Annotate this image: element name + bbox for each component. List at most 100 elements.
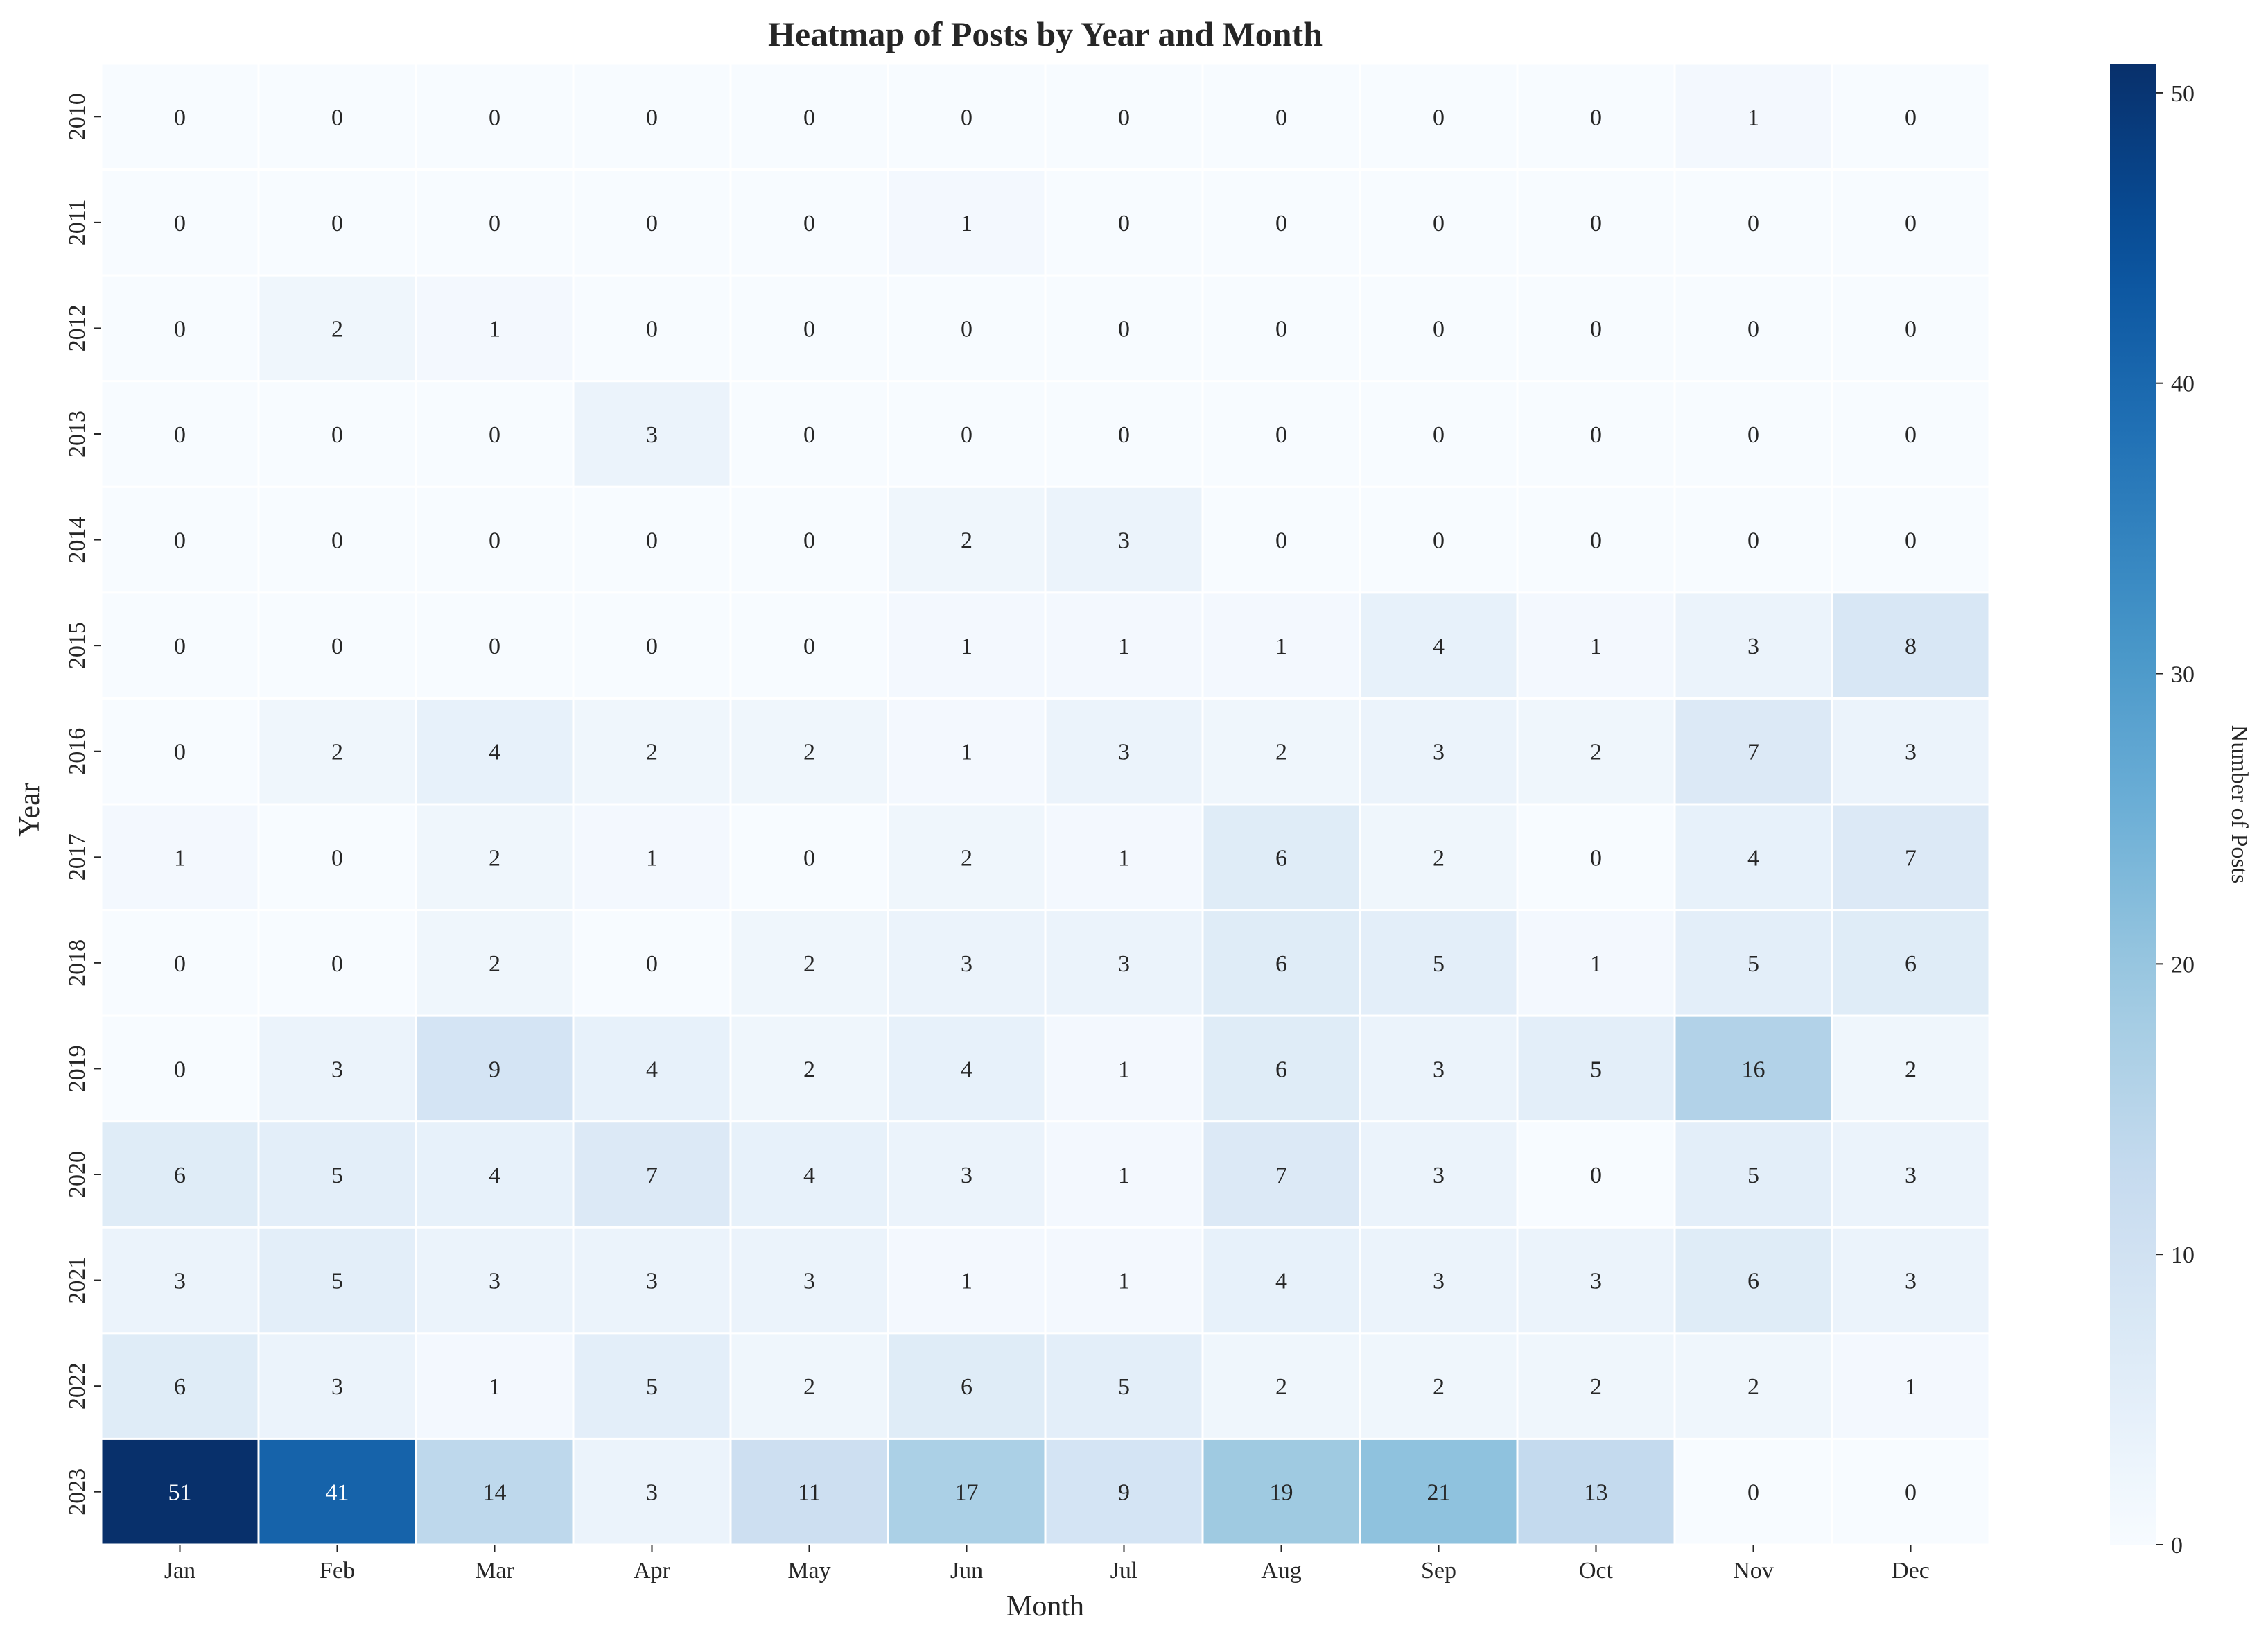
heatmap-cell <box>1201 591 1361 700</box>
heatmap-cell <box>415 380 575 488</box>
heatmap-cell <box>1044 485 1204 594</box>
cell-value-label: 3 <box>174 1269 186 1294</box>
heatmap-cell <box>100 380 260 488</box>
heatmap-cell <box>100 591 260 700</box>
cell-value-label: 2 <box>646 740 658 765</box>
heatmap-cell <box>1044 1437 1204 1546</box>
cell-value-label: 0 <box>1905 1480 1917 1506</box>
cell-value-label: 0 <box>646 105 658 130</box>
heatmap-cell <box>572 697 732 806</box>
heatmap-cell <box>100 485 260 594</box>
cell-value-label: 4 <box>646 1057 658 1082</box>
heatmap-cell <box>1673 168 1833 277</box>
cell-value-label: 3 <box>1433 740 1445 765</box>
heatmap-cell <box>1044 591 1204 700</box>
heatmap-cell <box>1359 1120 1519 1229</box>
cell-value-label: 0 <box>803 634 815 659</box>
cell-value-label: 1 <box>1275 634 1287 659</box>
cell-value-label: 0 <box>331 528 343 554</box>
cell-value-label: 3 <box>803 1269 815 1294</box>
heatmap-cell <box>100 803 260 912</box>
cell-value-label: 2 <box>1747 1374 1759 1400</box>
heatmap-cell <box>100 909 260 1017</box>
cell-value-label: 4 <box>489 740 500 765</box>
cell-value-label: 1 <box>1118 845 1130 871</box>
cell-value-label: 2 <box>803 1057 815 1082</box>
heatmap-cell <box>1201 1120 1361 1229</box>
heatmap-cell <box>887 485 1047 594</box>
heatmap-cell <box>257 1226 417 1335</box>
heatmap-cell <box>257 485 417 594</box>
heatmap-cell <box>1201 168 1361 277</box>
x-tick-label: May <box>787 1558 830 1584</box>
cell-value-label: 4 <box>961 1057 972 1082</box>
cell-value-label: 7 <box>1905 845 1917 871</box>
cell-value-label: 0 <box>961 422 972 448</box>
cell-value-label: 2 <box>331 316 343 342</box>
heatmap-cell <box>1359 591 1519 700</box>
cell-value-label: 6 <box>1275 1057 1287 1082</box>
y-tick-label: 2016 <box>64 728 90 775</box>
cell-value-label: 2 <box>961 528 972 554</box>
cell-value-label: 1 <box>1118 1163 1130 1188</box>
cell-value-label: 51 <box>168 1480 192 1506</box>
cell-value-label: 0 <box>646 316 658 342</box>
x-axis-ticks: Jan Feb Mar Apr May Jun Jul Aug Sep Oct Nov Dec <box>164 1545 1930 1584</box>
heatmap-cell <box>1831 909 1991 1017</box>
y-tick-label: 2020 <box>64 1151 90 1198</box>
cell-value-label: 0 <box>174 740 186 765</box>
heatmap-cell <box>1831 62 1991 171</box>
cell-value-label: 3 <box>961 951 972 977</box>
cell-value-label: 1 <box>961 1269 972 1294</box>
heatmap-cell <box>1673 697 1833 806</box>
heatmap-cell <box>1201 485 1361 594</box>
heatmap-cell <box>257 909 417 1017</box>
cell-value-label: 6 <box>961 1374 972 1400</box>
cell-value-label: 0 <box>174 316 186 342</box>
cell-value-label: 0 <box>1118 105 1130 130</box>
heatmap-cell <box>887 1120 1047 1229</box>
cell-value-label: 3 <box>1433 1163 1445 1188</box>
cell-value-label: 0 <box>1905 528 1917 554</box>
heatmap-cell <box>415 62 575 171</box>
cell-value-label: 8 <box>1905 634 1917 659</box>
heatmap-cell <box>415 1226 575 1335</box>
cell-value-label: 13 <box>1585 1480 1608 1506</box>
cell-value-label: 0 <box>803 845 815 871</box>
cell-value-label: 41 <box>326 1480 349 1506</box>
heatmap-cell <box>1831 803 1991 912</box>
cell-value-label: 11 <box>798 1480 821 1506</box>
cell-value-label: 0 <box>1590 422 1602 448</box>
heatmap-cell <box>1201 1014 1361 1123</box>
x-tick-label: Jul <box>1110 1558 1138 1584</box>
cell-value-label: 0 <box>1590 528 1602 554</box>
chart-title: Heatmap of Posts by Year and Month <box>768 15 1323 53</box>
y-tick-label: 2018 <box>64 939 90 987</box>
cell-value-label: 5 <box>1747 951 1759 977</box>
cell-value-label: 16 <box>1742 1057 1765 1082</box>
cell-value-label: 3 <box>1905 1269 1917 1294</box>
cell-value-label: 5 <box>1433 951 1445 977</box>
cell-value-label: 1 <box>1118 1057 1130 1082</box>
heatmap-cell <box>1044 1332 1204 1440</box>
x-tick-label: Apr <box>634 1558 671 1584</box>
x-tick-label: Jun <box>950 1558 983 1584</box>
colorbar-tick-label: 20 <box>2171 952 2195 978</box>
heatmap-cell <box>1044 380 1204 488</box>
y-tick-label: 2017 <box>64 833 90 881</box>
cell-value-label: 2 <box>331 740 343 765</box>
x-tick-label: Aug <box>1261 1558 1302 1584</box>
heatmap-cell <box>1673 1332 1833 1440</box>
cell-value-label: 0 <box>1905 211 1917 236</box>
heatmap-cell <box>887 168 1047 277</box>
heatmap-cell <box>415 1120 575 1229</box>
cell-value-label: 1 <box>174 845 186 871</box>
cell-value-label: 3 <box>1433 1269 1445 1294</box>
heatmap-cell <box>1516 1120 1676 1229</box>
cell-value-label: 2 <box>1590 1374 1602 1400</box>
cell-value-label: 3 <box>489 1269 500 1294</box>
cell-value-label: 5 <box>1747 1163 1759 1188</box>
heatmap-cell <box>1359 168 1519 277</box>
heatmap-cell <box>257 168 417 277</box>
cell-value-label: 3 <box>646 1269 658 1294</box>
